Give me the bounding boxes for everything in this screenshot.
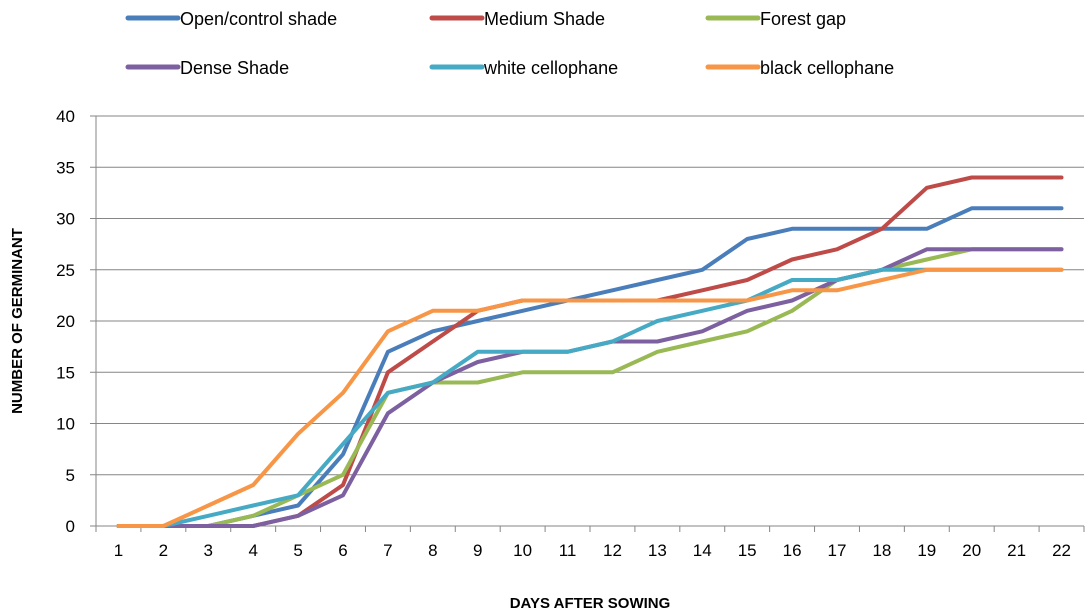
x-tick-label: 21 <box>1007 541 1026 560</box>
y-tick-label: 30 <box>56 210 75 229</box>
series-line-dense-shade <box>116 247 1064 528</box>
x-tick-label: 20 <box>962 541 981 560</box>
series-line-black-cellophane <box>116 267 1064 528</box>
legend-item: Dense Shade <box>125 58 289 78</box>
legend-item: Forest gap <box>705 9 846 29</box>
legend-label: Open/control shade <box>180 9 337 29</box>
legend-label: Medium Shade <box>484 9 605 29</box>
x-tick-label: 15 <box>738 541 757 560</box>
y-tick-label: 10 <box>56 415 75 434</box>
x-tick-label: 22 <box>1052 541 1071 560</box>
legend-item: black cellophane <box>705 58 894 78</box>
y-tick-label: 35 <box>56 158 75 177</box>
x-tick-label: 4 <box>248 541 257 560</box>
x-tick-label: 19 <box>917 541 936 560</box>
x-tick-label: 17 <box>828 541 847 560</box>
series-lines <box>116 175 1064 528</box>
series-line-forest-gap <box>116 247 1064 528</box>
x-tick-label: 6 <box>338 541 347 560</box>
y-tick-label: 40 <box>56 107 75 126</box>
x-tick-label: 2 <box>159 541 168 560</box>
x-tick-label: 12 <box>603 541 622 560</box>
series-line-white-cellophane <box>116 267 1064 528</box>
y-tick-label: 15 <box>56 363 75 382</box>
x-tick-label: 3 <box>204 541 213 560</box>
legend-label: white cellophane <box>483 58 618 78</box>
x-tick-label: 10 <box>513 541 532 560</box>
axes <box>90 115 1085 532</box>
legend-item: white cellophane <box>429 58 618 78</box>
legend: Open/control shade Medium Shade Forest gap… <box>125 9 894 78</box>
x-axis-title: DAYS AFTER SOWING <box>510 595 671 612</box>
x-tick-label: 1 <box>114 541 123 560</box>
legend-label: Dense Shade <box>180 58 289 78</box>
x-tick-label: 9 <box>473 541 482 560</box>
x-tick-label: 8 <box>428 541 437 560</box>
series-line-open-control-shade <box>116 206 1064 528</box>
y-tick-label: 20 <box>56 312 75 331</box>
x-tick-label: 14 <box>693 541 712 560</box>
x-tick-label: 18 <box>872 541 891 560</box>
x-tick-label: 13 <box>648 541 667 560</box>
x-tick-label: 16 <box>783 541 802 560</box>
y-tick-label: 5 <box>66 466 75 485</box>
y-axis-title: NUMBER OF GERMINANT <box>9 228 26 414</box>
legend-item: Open/control shade <box>125 9 337 29</box>
legend-label: black cellophane <box>760 58 894 78</box>
legend-item: Medium Shade <box>429 9 605 29</box>
x-tick-label: 11 <box>559 541 577 560</box>
x-tick-label: 7 <box>383 541 392 560</box>
y-tick-label: 0 <box>66 517 75 536</box>
x-tick-label: 5 <box>293 541 302 560</box>
y-tick-label: 25 <box>56 261 75 280</box>
legend-label: Forest gap <box>760 9 846 29</box>
